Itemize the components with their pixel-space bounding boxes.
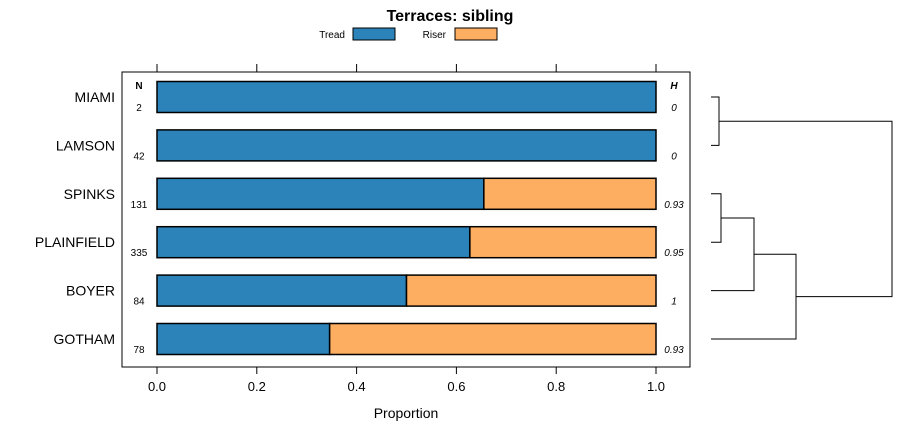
category-label-lamson: LAMSON <box>56 137 115 153</box>
dendrogram-branch-2 <box>711 217 755 292</box>
x-tick-label-2: 0.4 <box>348 379 366 394</box>
n-value-gotham: 78 <box>133 345 145 356</box>
h-column: H 0 0 0.93 0.95 1 0.93 <box>664 81 684 356</box>
bar-plainfield-tread <box>156 225 471 259</box>
h-value-lamson: 0 <box>671 151 677 162</box>
n-value-lamson: 42 <box>133 151 145 162</box>
bar-spinks-riser <box>483 177 657 211</box>
x-axis: 0.0 0.2 0.4 0.6 0.8 1.0 <box>148 367 665 394</box>
legend-swatch-riser <box>454 27 498 41</box>
h-header: H <box>670 81 678 92</box>
bar-miami-tread <box>156 80 657 114</box>
category-labels: MIAMI LAMSON SPINKS PLAINFIELD BOYER GOTHAM <box>35 89 115 347</box>
bar-boyer-tread <box>156 274 408 307</box>
n-value-miami: 2 <box>136 103 142 114</box>
dendrogram-branch-4 <box>719 120 893 298</box>
dendrogram-branch-1 <box>711 193 722 243</box>
dendrogram-branch-0 <box>711 96 720 146</box>
h-value-gotham: 0.93 <box>664 345 684 356</box>
category-label-miami: MIAMI <box>75 89 115 105</box>
chart-title: Terraces: sibling <box>387 8 514 25</box>
x-axis-label: Proportion <box>374 405 439 421</box>
h-value-miami: 0 <box>671 103 677 114</box>
category-label-gotham: GOTHAM <box>54 331 115 347</box>
n-column: N 2 42 131 335 84 78 <box>131 81 148 356</box>
x-tick-label-4: 0.8 <box>547 379 565 394</box>
category-label-boyer: BOYER <box>66 283 115 299</box>
legend: Tread Riser <box>319 27 498 41</box>
bar-plainfield-riser <box>469 225 657 259</box>
x-tick-label-5: 1.0 <box>647 379 665 394</box>
legend-label-riser: Riser <box>423 30 447 41</box>
legend-swatch-tread <box>352 27 396 41</box>
x-tick-label-0: 0.0 <box>148 379 166 394</box>
bar-boyer-riser <box>405 274 657 307</box>
plot-panel <box>121 71 691 368</box>
n-value-boyer: 84 <box>133 297 145 308</box>
legend-label-tread: Tread <box>319 30 345 41</box>
x-tick-label-3: 0.6 <box>447 379 465 394</box>
category-label-plainfield: PLAINFIELD <box>35 234 115 250</box>
top-axis-ticks <box>156 64 657 72</box>
h-value-plainfield: 0.95 <box>664 248 684 259</box>
bar-spinks-tread <box>156 177 485 211</box>
n-value-spinks: 131 <box>131 200 148 211</box>
n-value-plainfield: 335 <box>131 248 148 259</box>
h-value-boyer: 1 <box>671 297 677 308</box>
n-header: N <box>135 81 142 92</box>
bars-group <box>156 80 657 356</box>
dendrogram <box>711 96 893 340</box>
category-label-spinks: SPINKS <box>64 186 115 202</box>
h-value-spinks: 0.93 <box>664 200 684 211</box>
x-tick-label-1: 0.2 <box>248 379 266 394</box>
bar-lamson-tread <box>156 129 657 162</box>
bar-gotham-tread <box>156 322 331 356</box>
bar-gotham-riser <box>328 322 657 356</box>
